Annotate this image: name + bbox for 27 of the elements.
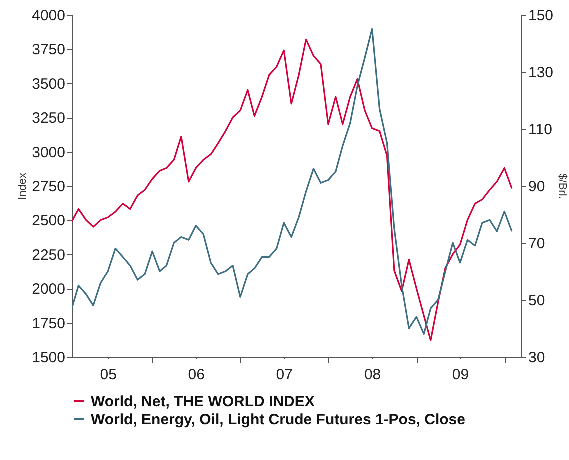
y2-tick-label: 150 <box>528 8 554 24</box>
x-tick-label: 08 <box>364 366 382 384</box>
y2-tick-label: 90 <box>528 178 546 196</box>
y-axis-title: Index <box>17 172 30 200</box>
y2-axis-title: $/Brl. <box>556 174 569 200</box>
y-tick-label: 1500 <box>32 350 66 366</box>
y-tick-label: 3000 <box>32 144 66 162</box>
y2-tick-label: 30 <box>528 350 546 366</box>
y-tick-label: 3750 <box>32 42 66 59</box>
y2-tick-label: 70 <box>528 236 546 252</box>
y-tick-label: 2000 <box>32 281 66 298</box>
y-tick-label: 2250 <box>32 246 66 264</box>
y2-tick-label: 130 <box>528 64 554 82</box>
y-tick-label: 3250 <box>32 110 66 128</box>
x-tick-label: 07 <box>276 366 293 384</box>
x-tick-label: 05 <box>100 366 117 384</box>
y-tick-label: 2750 <box>32 178 66 196</box>
y2-tick-label: 110 <box>528 122 552 138</box>
x-tick-label: 09 <box>452 366 470 384</box>
y-tick-label: 1750 <box>32 315 66 332</box>
y-tick-label: 4000 <box>32 8 66 24</box>
y-tick-label: 2500 <box>32 212 66 230</box>
legend-label: World, Energy, Oil, Light Crude Futures 1-Pos, Close <box>91 412 466 428</box>
y2-tick-label: 50 <box>528 292 546 310</box>
x-tick-label: 06 <box>188 366 205 384</box>
legend-label: World, Net, THE WORLD INDEX <box>91 394 315 410</box>
y-tick-label: 3500 <box>32 76 66 93</box>
